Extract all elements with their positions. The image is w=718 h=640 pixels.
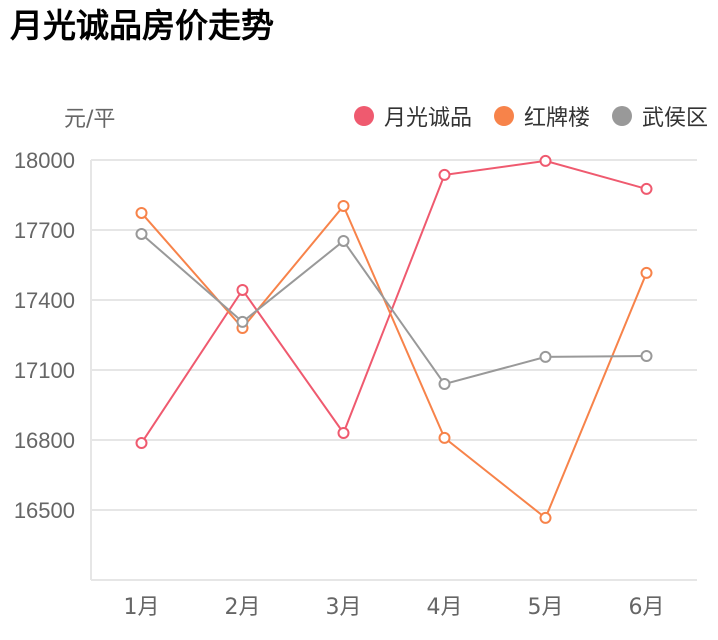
series-2	[135, 227, 653, 390]
data-point-marker[interactable]	[539, 350, 552, 363]
x-axis-ticks: 1月 2月 3月 4月 5月 6月	[124, 595, 665, 620]
chart-title: 月光诚品房价走势	[10, 6, 274, 45]
data-point-marker[interactable]	[640, 266, 653, 279]
series-lines	[135, 154, 653, 524]
data-point-marker[interactable]	[539, 154, 552, 167]
data-point-marker[interactable]	[438, 168, 451, 181]
data-point-marker[interactable]	[539, 511, 552, 524]
x-tick-label: 1月	[124, 595, 160, 620]
axes	[90, 160, 697, 581]
series-line	[140, 233, 647, 386]
data-point-marker[interactable]	[640, 350, 653, 362]
legend-marker-icon	[353, 106, 374, 126]
series-1	[135, 199, 653, 524]
chart-legend: 月光诚品 红牌楼 武侯区	[332, 100, 708, 132]
y-tick-label: 16500	[14, 498, 75, 523]
y-axis-unit-label: 元/平	[64, 107, 116, 132]
y-tick-label: 16800	[14, 428, 75, 453]
x-tick-label: 2月	[225, 595, 261, 620]
series-line	[140, 204, 648, 520]
y-axis-ticks: 16500 16800 17100 17400 17700 18000	[14, 148, 75, 523]
data-point-marker[interactable]	[236, 315, 249, 328]
legend-marker-icon	[493, 106, 514, 126]
x-tick-label: 3月	[326, 595, 362, 620]
grid-lines	[91, 159, 697, 511]
data-point-marker[interactable]	[135, 437, 148, 450]
legend-marker-icon	[611, 106, 632, 126]
legend-label: 红牌楼	[523, 106, 590, 131]
data-point-marker[interactable]	[438, 431, 451, 444]
y-tick-label: 17400	[14, 288, 75, 313]
y-tick-label: 17100	[14, 358, 75, 383]
series-0	[135, 154, 653, 450]
legend-label: 月光诚品	[383, 106, 472, 131]
data-point-marker[interactable]	[337, 427, 350, 439]
data-point-marker[interactable]	[640, 182, 653, 195]
data-point-marker[interactable]	[337, 199, 350, 212]
x-tick-label: 5月	[528, 595, 564, 620]
legend-item-yueguangchengpin[interactable]: 月光诚品	[353, 100, 472, 132]
legend-item-wuhouqu[interactable]: 武侯区	[611, 100, 708, 132]
data-point-marker[interactable]	[337, 234, 350, 247]
legend-item-hongpailou[interactable]: 红牌楼	[493, 100, 590, 132]
data-point-marker[interactable]	[438, 378, 451, 390]
data-point-marker[interactable]	[135, 206, 148, 219]
x-tick-label: 4月	[427, 595, 463, 620]
y-tick-label: 18000	[14, 148, 75, 173]
legend-label: 武侯区	[641, 106, 708, 131]
x-tick-label: 6月	[629, 595, 665, 620]
data-point-marker[interactable]	[236, 283, 249, 296]
data-point-marker[interactable]	[135, 227, 148, 240]
y-tick-label: 17700	[14, 218, 75, 243]
series-line	[140, 159, 647, 444]
